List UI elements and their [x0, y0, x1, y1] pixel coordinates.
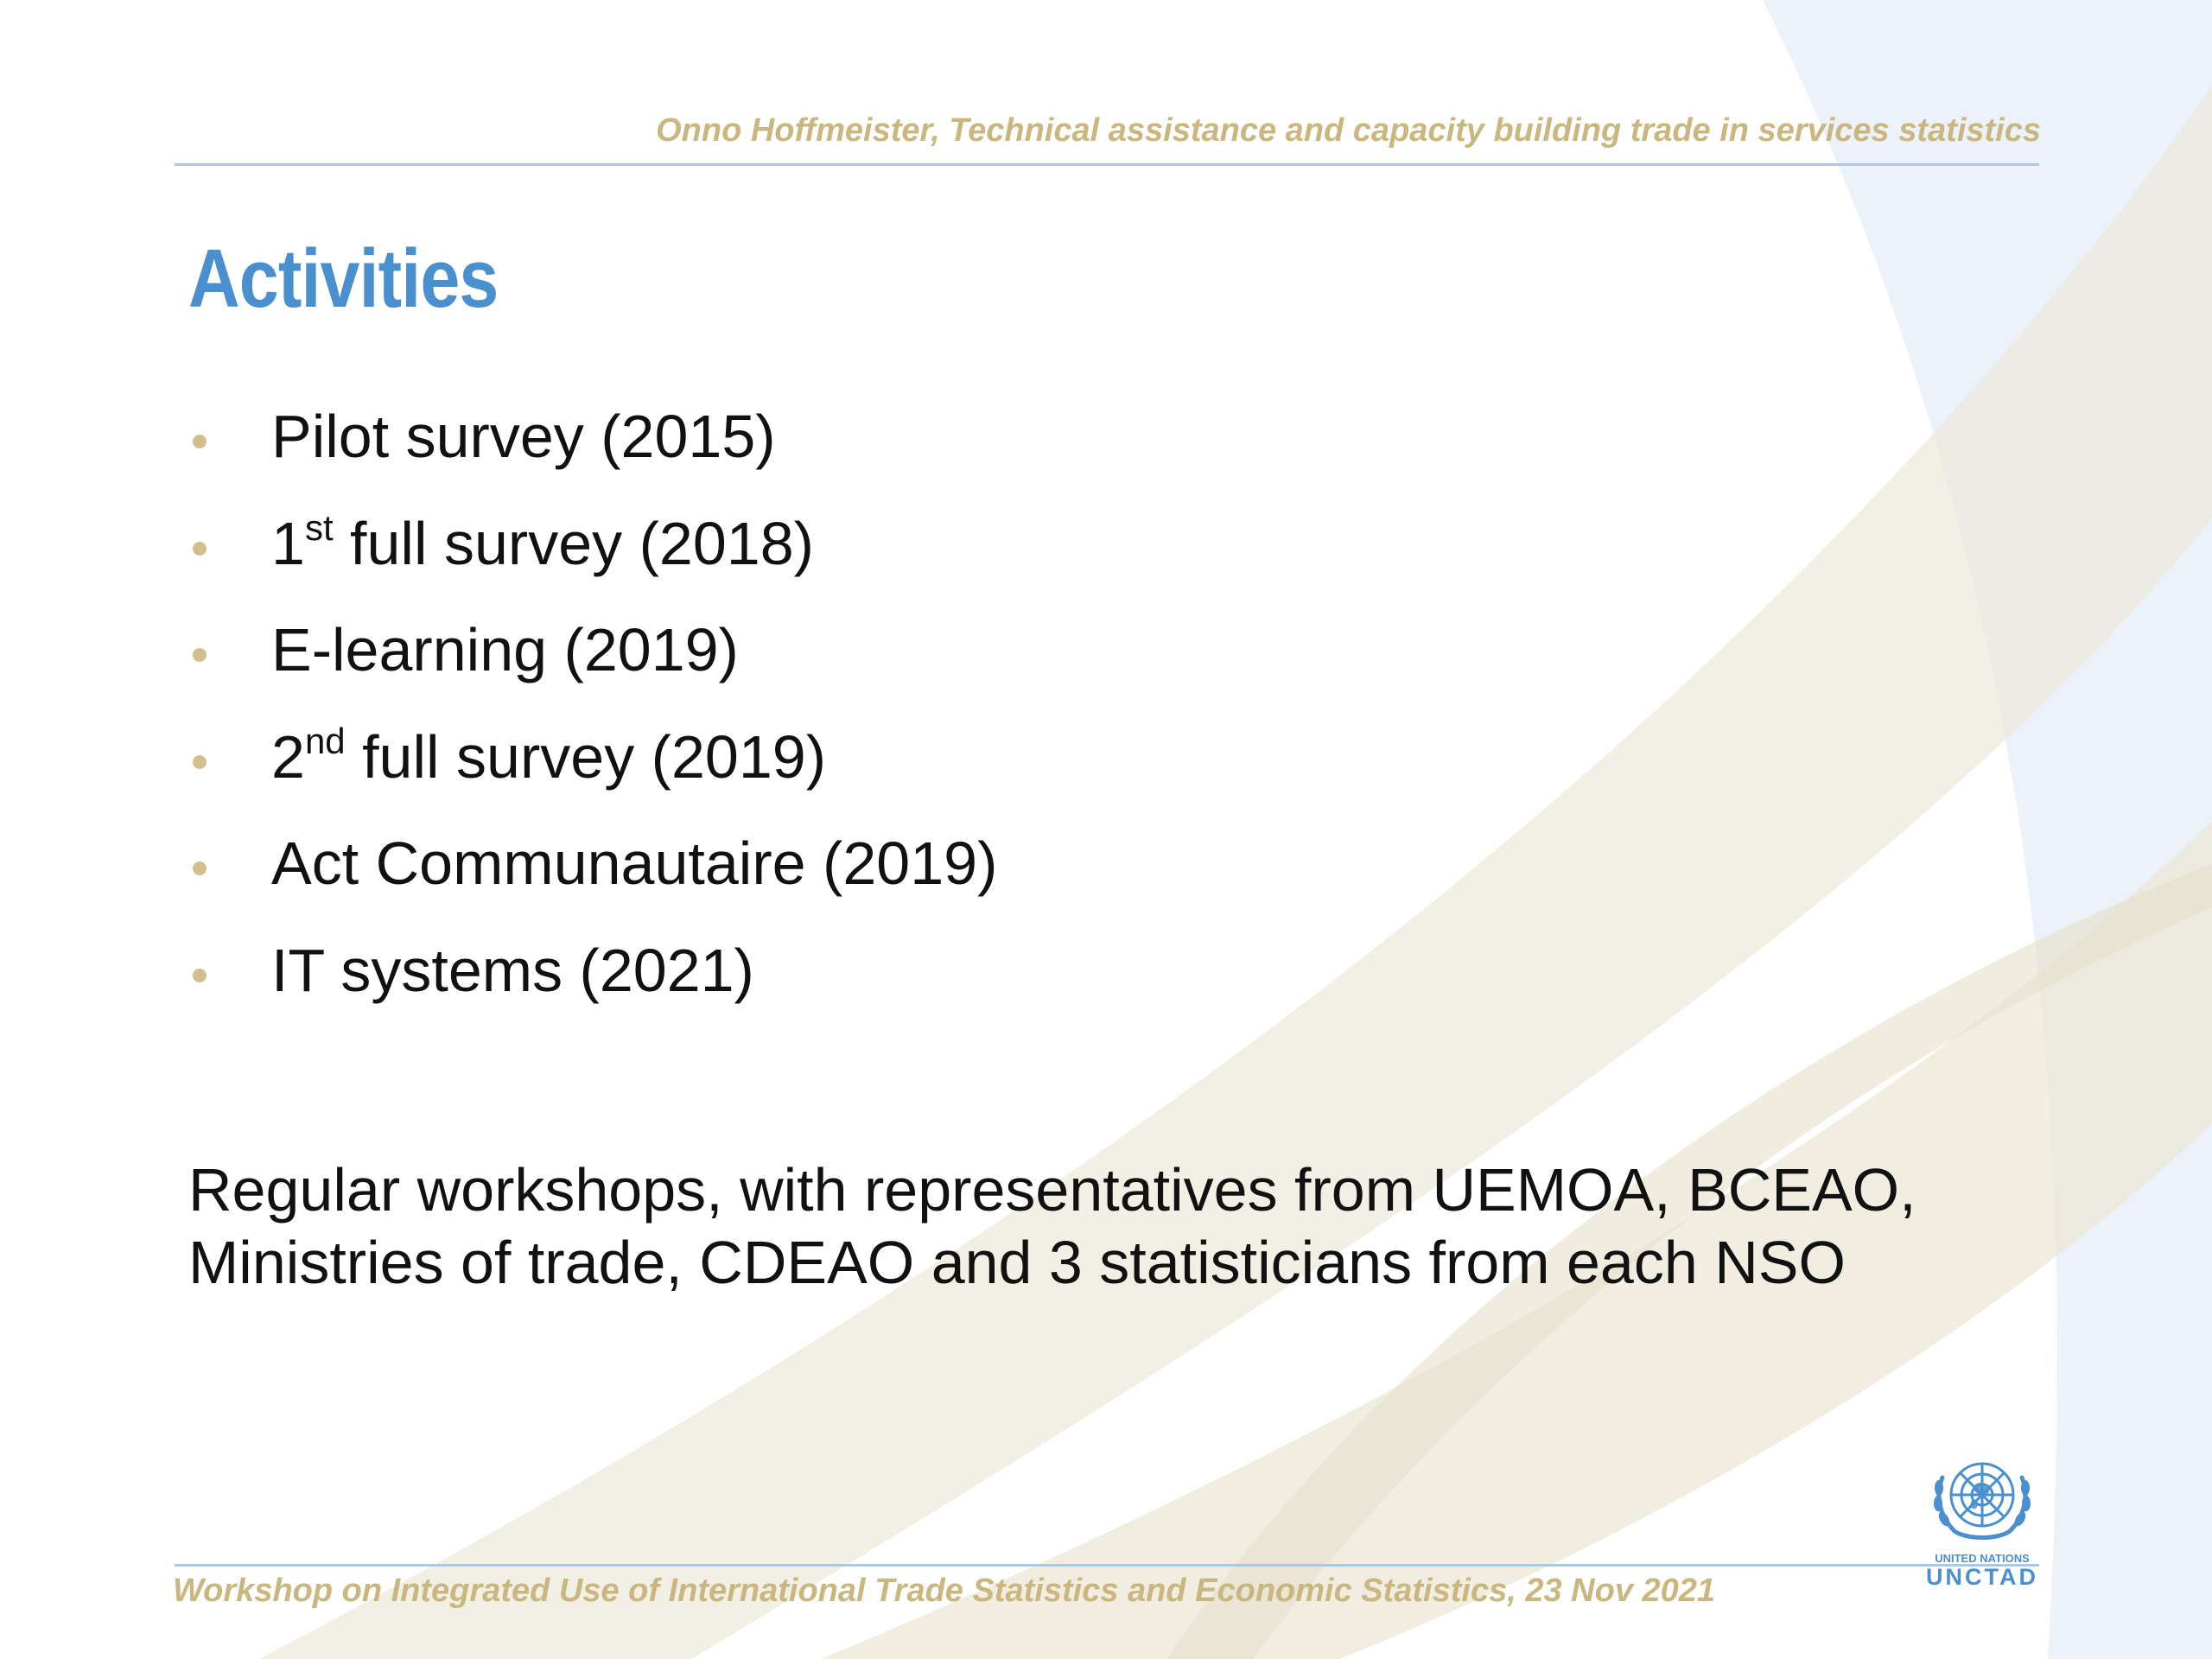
header-divider [175, 163, 2039, 166]
slide-title: Activities [188, 232, 499, 325]
bullet-dot [193, 435, 207, 448]
beige-swoosh-mid [821, 821, 2212, 1659]
bullet-dot [193, 541, 207, 556]
beige-swoosh-thin [1166, 864, 2212, 1659]
list-item-text: Act Communautaire (2019) [271, 830, 998, 897]
bullet-dot [193, 754, 207, 769]
list-item-text: E-learning (2019) [271, 616, 739, 683]
list-item-text: 2nd full survey (2019) [271, 720, 826, 791]
footer-divider [175, 1564, 2039, 1567]
bullet-dot [193, 648, 207, 662]
header-caption: Onno Hoffmeister, Technical assistance a… [656, 112, 2041, 149]
logo-united-nations-text: UNITED NATIONS [1935, 1552, 2030, 1565]
paragraph-line-1: Regular workshops, with representatives … [188, 1156, 1916, 1224]
unctad-logo: UNITED NATIONS UNCTAD [1923, 1443, 2041, 1590]
list-item-text: 1st full survey (2018) [271, 506, 814, 577]
bullet-dot [193, 861, 207, 875]
list-item-text: Pilot survey (2015) [271, 403, 776, 470]
beige-swoosh-large [259, 86, 2212, 1659]
logo-unctad-text: UNCTAD [1926, 1564, 2038, 1590]
footer-caption: Workshop on Integrated Use of Internatio… [173, 1573, 1716, 1609]
un-emblem-icon [1934, 1462, 2031, 1540]
bullet-dot [193, 968, 207, 982]
list-item-text: IT systems (2021) [271, 936, 754, 1004]
paragraph-line-2: Ministries of trade, CDEAO and 3 statist… [188, 1229, 1846, 1296]
workshop-paragraph: Regular workshops, with representatives … [188, 1154, 2003, 1299]
